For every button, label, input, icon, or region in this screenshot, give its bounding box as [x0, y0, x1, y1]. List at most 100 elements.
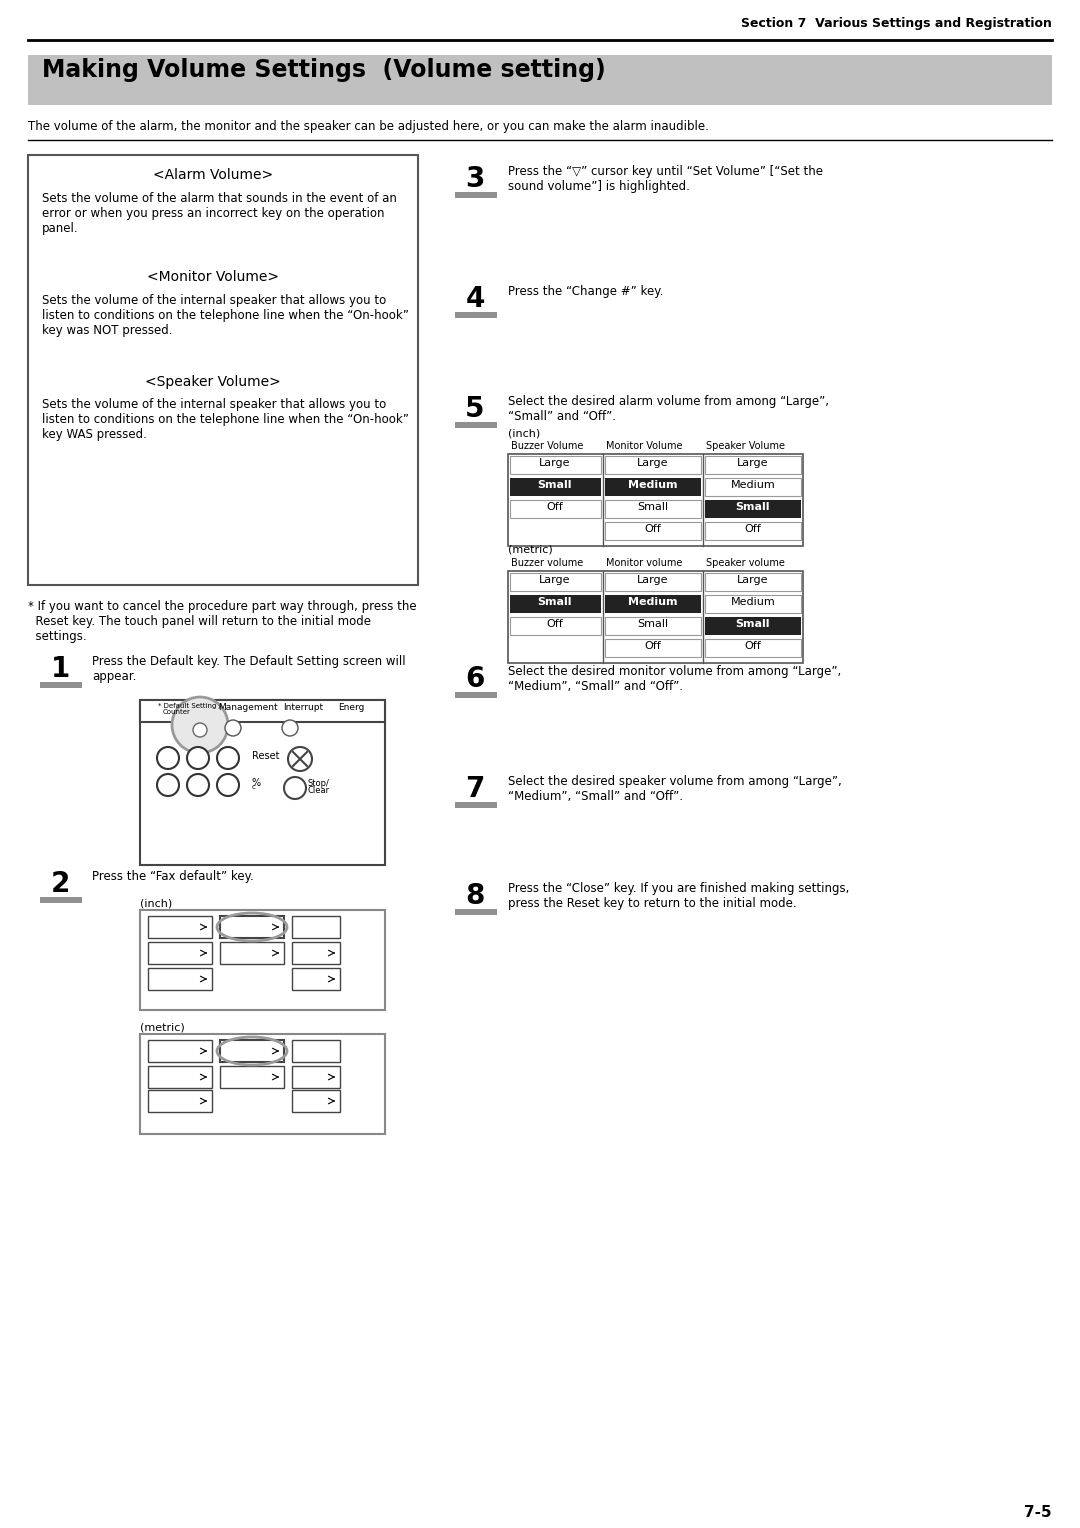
Text: The volume of the alarm, the monitor and the speaker can be adjusted here, or yo: The volume of the alarm, the monitor and…	[28, 121, 708, 133]
Text: default: default	[224, 927, 256, 937]
Text: orig. size: orig. size	[296, 1102, 337, 1109]
Bar	[605, 455, 701, 474]
Text: 4: 4	[164, 778, 173, 792]
Bar	[508, 454, 804, 545]
Bar	[508, 571, 804, 663]
Text: Sets the volume of the internal speaker that allows you to
listen to conditions : Sets the volume of the internal speaker …	[42, 397, 409, 442]
Text: Making Volume Settings  (Volume setting): Making Volume Settings (Volume setting)	[42, 58, 606, 83]
Bar	[148, 969, 212, 990]
Text: Fax: Fax	[224, 1044, 239, 1051]
Text: Printer: Printer	[224, 1070, 255, 1077]
Bar	[455, 909, 497, 915]
Text: 7-5: 7-5	[1024, 1505, 1052, 1520]
Bar	[292, 1067, 340, 1088]
Text: Monitor volume: Monitor volume	[606, 558, 683, 568]
Text: Management: Management	[218, 703, 278, 712]
Text: Buzzer Volume: Buzzer Volume	[511, 442, 583, 451]
Circle shape	[157, 747, 179, 769]
Bar	[510, 594, 600, 613]
Bar	[705, 500, 801, 518]
Text: <Alarm Volume>: <Alarm Volume>	[153, 168, 273, 182]
Text: Energ: Energ	[338, 703, 364, 712]
Text: default: default	[152, 1102, 184, 1109]
Text: 8: 8	[465, 882, 485, 911]
Text: default: default	[152, 953, 184, 963]
Bar	[605, 594, 701, 613]
Text: Buzzer volume: Buzzer volume	[511, 558, 583, 568]
Bar	[605, 639, 701, 657]
Text: Medium: Medium	[629, 597, 678, 607]
Text: 4: 4	[465, 286, 485, 313]
Text: * If you want to cancel the procedure part way through, press the
  Reset key. T: * If you want to cancel the procedure pa…	[28, 601, 417, 643]
Circle shape	[193, 723, 207, 736]
Text: Counter: Counter	[163, 709, 191, 715]
Circle shape	[225, 720, 241, 736]
Text: * Default Setting /: * Default Setting /	[158, 703, 221, 709]
Text: 3: 3	[465, 165, 485, 193]
Text: Large: Large	[637, 458, 669, 468]
Bar	[292, 941, 340, 964]
Text: Language: Language	[296, 923, 340, 932]
Text: 7: 7	[465, 775, 485, 804]
Bar	[220, 915, 284, 938]
Text: Off: Off	[645, 642, 661, 651]
Text: 2: 2	[193, 750, 202, 764]
Text: Register: Register	[296, 970, 334, 979]
Text: Scanner: Scanner	[152, 944, 189, 953]
Bar	[605, 523, 701, 539]
Text: default: default	[224, 1077, 256, 1086]
Bar	[705, 573, 801, 591]
Text: <Speaker Volume>: <Speaker Volume>	[145, 374, 281, 390]
Text: Medium: Medium	[629, 480, 678, 490]
Text: Large: Large	[738, 458, 769, 468]
Bar	[140, 911, 384, 1010]
Circle shape	[157, 775, 179, 796]
Text: Scanner: Scanner	[152, 1070, 189, 1077]
Text: ⚿: ⚿	[230, 723, 235, 732]
Bar	[510, 455, 600, 474]
Text: 1: 1	[164, 750, 173, 764]
Circle shape	[217, 775, 239, 796]
Circle shape	[284, 778, 306, 799]
Bar	[455, 193, 497, 199]
Text: Medium: Medium	[731, 597, 775, 607]
Text: Printer: Printer	[224, 944, 255, 953]
Bar	[28, 154, 418, 585]
Text: Large: Large	[738, 575, 769, 585]
Bar	[510, 617, 600, 636]
Bar	[148, 1089, 212, 1112]
Bar	[140, 700, 384, 865]
Text: Bypass: Bypass	[296, 1070, 328, 1077]
Text: Bypass: Bypass	[296, 944, 328, 953]
Text: Small: Small	[637, 619, 669, 630]
Text: Press the “Fax default” key.: Press the “Fax default” key.	[92, 869, 254, 883]
Bar	[292, 1089, 340, 1112]
Bar	[605, 617, 701, 636]
Text: Reset: Reset	[252, 750, 280, 761]
Bar	[148, 941, 212, 964]
Bar	[455, 312, 497, 318]
Text: 2: 2	[51, 869, 70, 898]
Bar	[292, 1041, 340, 1062]
Text: (metric): (metric)	[140, 1022, 185, 1031]
Text: Large: Large	[539, 575, 570, 585]
Circle shape	[288, 747, 312, 772]
Text: Press the “Close” key. If you are finished making settings,
press the Reset key : Press the “Close” key. If you are finish…	[508, 882, 849, 911]
Text: %: %	[252, 778, 261, 788]
Circle shape	[172, 697, 228, 753]
Text: default: default	[224, 1051, 256, 1060]
Text: Select the desired alarm volume from among “Large”,
“Small” and “Off”.: Select the desired alarm volume from amo…	[508, 396, 829, 423]
Text: 3: 3	[224, 750, 232, 764]
Bar	[455, 692, 497, 698]
Text: FAX: FAX	[224, 918, 241, 927]
Text: setting: setting	[296, 953, 327, 963]
Text: default: default	[152, 927, 184, 937]
Bar	[605, 500, 701, 518]
Circle shape	[282, 720, 298, 736]
Bar	[28, 55, 1052, 105]
Text: (inch): (inch)	[508, 428, 540, 439]
Text: 6: 6	[465, 665, 485, 694]
Circle shape	[187, 747, 210, 769]
Text: default: default	[152, 979, 184, 989]
Bar	[705, 639, 801, 657]
